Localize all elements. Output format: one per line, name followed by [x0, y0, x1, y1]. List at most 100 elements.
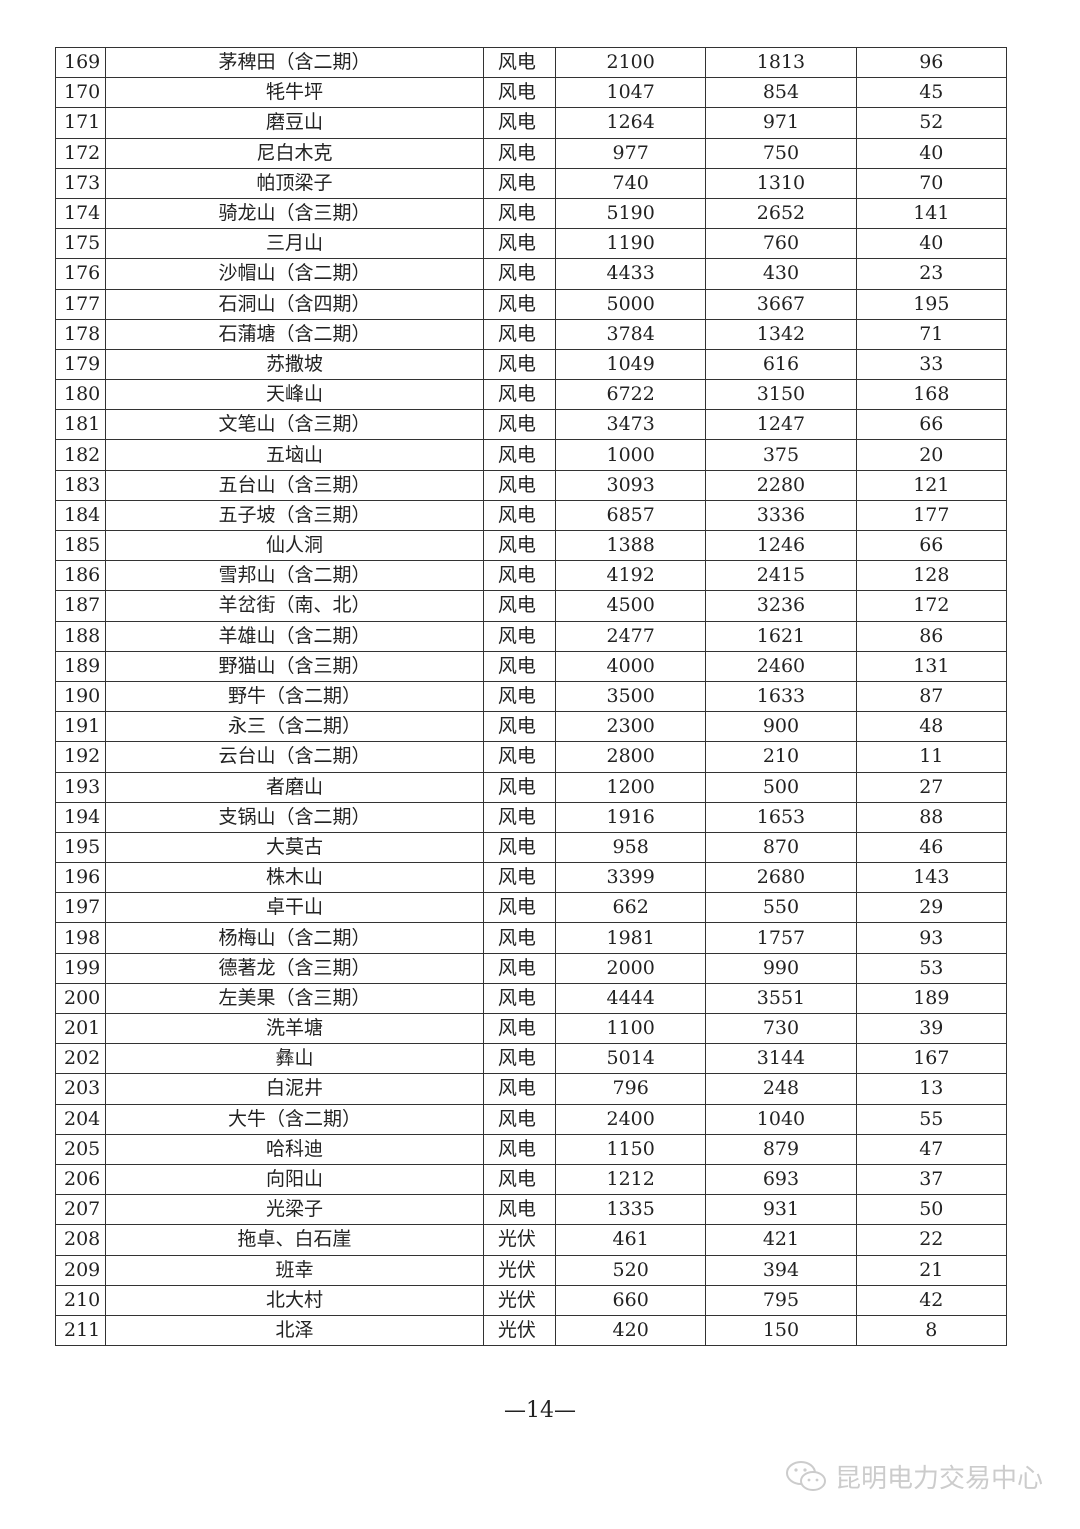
row-number: 182: [54, 439, 107, 471]
value-col-1: 6722: [555, 379, 707, 411]
value-col-3: 23: [855, 258, 1008, 290]
station-name: 茅稗田（含二期）: [105, 46, 484, 79]
station-type: 风电: [482, 620, 557, 652]
station-type: 风电: [482, 590, 557, 622]
value-col-2: 550: [705, 892, 857, 924]
station-type: 风电: [482, 228, 557, 260]
station-type: 风电: [482, 288, 557, 320]
station-name: 帕顶梁子: [105, 167, 484, 199]
row-number: 186: [54, 560, 107, 592]
value-col-3: 96: [855, 46, 1008, 79]
table-row: 176 沙帽山（含二期） 风电 4433 430 23: [54, 258, 1008, 290]
value-col-1: 2477: [555, 620, 707, 652]
value-col-2: 1342: [705, 318, 857, 350]
value-col-1: 3093: [555, 469, 707, 501]
row-number: 211: [54, 1314, 107, 1347]
station-name: 德著龙（含三期）: [105, 952, 484, 984]
station-type: 风电: [482, 862, 557, 894]
station-type: 光伏: [482, 1314, 557, 1347]
row-number: 172: [54, 137, 107, 169]
station-name: 苏撒坡: [105, 348, 484, 381]
station-name: 石洞山（含四期）: [105, 288, 484, 320]
value-col-2: 3236: [705, 590, 857, 622]
value-col-1: 6857: [555, 499, 707, 532]
value-col-3: 40: [855, 137, 1008, 169]
station-type: 风电: [482, 107, 557, 139]
wechat-icon: [786, 1460, 826, 1491]
value-col-3: 55: [855, 1103, 1008, 1135]
station-name: 三月山: [105, 228, 484, 260]
table-row: 179 苏撒坡 风电 1049 616 33: [54, 348, 1008, 381]
value-col-1: 660: [555, 1284, 707, 1316]
value-col-1: 958: [555, 831, 707, 864]
page-number: —14—: [504, 1398, 576, 1423]
value-col-3: 45: [855, 77, 1008, 109]
value-col-3: 33: [855, 348, 1008, 381]
value-col-3: 87: [855, 680, 1008, 713]
station-name: 石蒲塘（含二期）: [105, 318, 484, 350]
station-type: 风电: [482, 46, 557, 79]
table-row: 184 五子坡（含三期） 风电 6857 3336 177: [54, 499, 1008, 532]
table-row: 185 仙人洞 风电 1388 1246 66: [54, 529, 1008, 562]
value-col-1: 1916: [555, 801, 707, 833]
value-col-3: 20: [855, 439, 1008, 471]
value-col-1: 1264: [555, 107, 707, 139]
value-col-3: 93: [855, 922, 1008, 954]
value-col-1: 1100: [555, 1012, 707, 1045]
row-number: 207: [54, 1194, 107, 1226]
station-name: 天峰山: [105, 379, 484, 411]
value-col-1: 2100: [555, 46, 707, 79]
value-col-3: 86: [855, 620, 1008, 652]
station-type: 风电: [482, 952, 557, 984]
station-type: 光伏: [482, 1254, 557, 1286]
row-number: 201: [54, 1012, 107, 1045]
station-name: 永三（含二期）: [105, 711, 484, 743]
table-row: 170 牦牛坪 风电 1047 854 45: [54, 77, 1008, 109]
station-name: 牦牛坪: [105, 77, 484, 109]
value-col-3: 47: [855, 1133, 1008, 1165]
station-name: 株木山: [105, 862, 484, 894]
table-row: 206 向阳山 风电 1212 693 37: [54, 1163, 1008, 1196]
value-col-1: 1200: [555, 771, 707, 803]
value-col-3: 66: [855, 409, 1008, 441]
station-type: 风电: [482, 1133, 557, 1165]
station-type: 风电: [482, 741, 557, 773]
station-type: 风电: [482, 379, 557, 411]
value-col-2: 2460: [705, 650, 857, 682]
value-col-3: 177: [855, 499, 1008, 532]
value-col-1: 1000: [555, 439, 707, 471]
value-col-2: 3336: [705, 499, 857, 532]
value-col-1: 1981: [555, 922, 707, 954]
station-name: 者磨山: [105, 771, 484, 803]
row-number: 189: [54, 650, 107, 682]
value-col-2: 1310: [705, 167, 857, 199]
value-col-2: 854: [705, 77, 857, 109]
value-col-3: 128: [855, 560, 1008, 592]
table-row: 169 茅稗田（含二期） 风电 2100 1813 96: [54, 46, 1008, 79]
station-name: 哈科迪: [105, 1133, 484, 1165]
station-name: 大莫古: [105, 831, 484, 864]
station-name: 大牛（含二期）: [105, 1103, 484, 1135]
station-type: 风电: [482, 1194, 557, 1226]
value-col-1: 3399: [555, 862, 707, 894]
table-row: 191 永三（含二期） 风电 2300 900 48: [54, 711, 1008, 743]
value-col-1: 2400: [555, 1103, 707, 1135]
value-col-2: 1247: [705, 409, 857, 441]
station-type: 风电: [482, 711, 557, 743]
value-col-2: 879: [705, 1133, 857, 1165]
value-col-3: 37: [855, 1163, 1008, 1196]
row-number: 179: [54, 348, 107, 381]
value-col-1: 4444: [555, 982, 707, 1015]
station-type: 风电: [482, 680, 557, 713]
value-col-1: 1049: [555, 348, 707, 381]
table-row: 205 哈科迪 风电 1150 879 47: [54, 1133, 1008, 1165]
table-row: 174 骑龙山（含三期） 风电 5190 2652 141: [54, 197, 1008, 230]
value-col-2: 616: [705, 348, 857, 381]
station-name: 光梁子: [105, 1194, 484, 1226]
table-row: 197 卓干山 风电 662 550 29: [54, 892, 1008, 924]
row-number: 177: [54, 288, 107, 320]
value-col-1: 1335: [555, 1194, 707, 1226]
table-row: 198 杨梅山（含二期） 风电 1981 1757 93: [54, 922, 1008, 954]
value-col-2: 1653: [705, 801, 857, 833]
row-number: 206: [54, 1163, 107, 1196]
